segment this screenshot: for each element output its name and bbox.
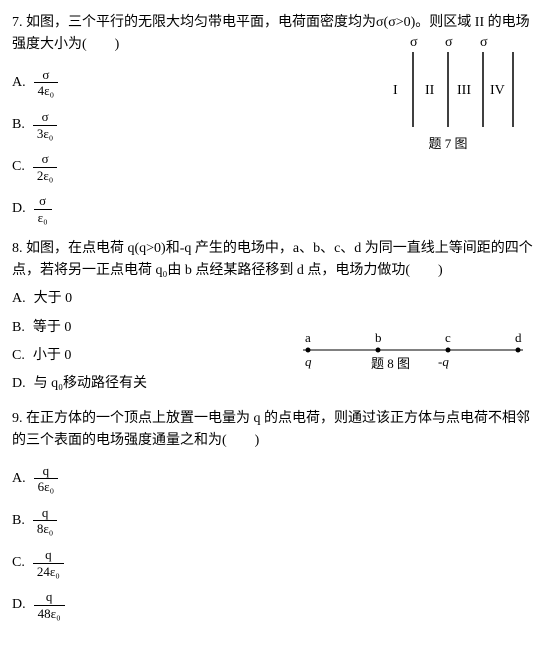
region-label: III (457, 83, 471, 98)
point-label: a (305, 330, 311, 345)
option-7c[interactable]: C. σ2ε₀ (12, 151, 543, 183)
question-9-options: A. q6ε₀ B. q8ε₀ C. q24ε₀ D. q48ε₀ (12, 463, 543, 622)
option-8a[interactable]: A.大于 0 (12, 288, 543, 310)
question-8-stem: 8. 如图，在点电荷 q(q>0)和-q 产生的电场中，a、b、c、d 为同一直… (12, 238, 543, 283)
fraction: q48ε₀ (34, 589, 65, 621)
sigma-label: σ (410, 35, 418, 50)
figure-8-svg: a b c d q -q 题 8 图 (293, 328, 533, 373)
fraction: σ3ε₀ (33, 109, 58, 141)
option-7d[interactable]: D. σε₀ (12, 193, 543, 225)
point-dot (446, 347, 451, 352)
option-text: 与 q₀移动路径有关 (34, 376, 147, 391)
fraction: σ4ε₀ (34, 67, 59, 99)
point-dot (306, 347, 311, 352)
charge-label: q (305, 354, 312, 369)
point-dot (376, 347, 381, 352)
fraction: q24ε₀ (33, 547, 64, 579)
option-9b[interactable]: B. q8ε₀ (12, 505, 543, 537)
figure-8-caption: 题 8 图 (371, 356, 410, 371)
sigma-label: σ (445, 35, 453, 50)
option-text: 等于 0 (33, 320, 72, 335)
charge-label: -q (438, 354, 449, 369)
fraction: σε₀ (34, 193, 52, 225)
fraction: σ2ε₀ (33, 151, 58, 183)
point-label: d (515, 330, 522, 345)
region-label: IV (490, 83, 505, 98)
point-label: b (375, 330, 382, 345)
fraction: q6ε₀ (34, 463, 59, 495)
question-9: 9. 在正方体的一个顶点上放置一电量为 q 的点电荷，则通过该正方体与点电荷不相… (12, 408, 543, 622)
option-label: C. (12, 156, 25, 178)
option-9c[interactable]: C. q24ε₀ (12, 547, 543, 579)
option-text: 小于 0 (33, 348, 72, 363)
sigma-label: σ (480, 35, 488, 50)
option-label: D. (12, 198, 26, 220)
point-label: c (445, 330, 451, 345)
question-8: 8. 如图，在点电荷 q(q>0)和-q 产生的电场中，a、b、c、d 为同一直… (12, 238, 543, 396)
figure-7: σ σ σ I II III IV 题 7 图 (373, 32, 523, 155)
option-label: A. (12, 72, 26, 94)
option-9d[interactable]: D. q48ε₀ (12, 589, 543, 621)
option-8d[interactable]: D.与 q₀移动路径有关 (12, 373, 543, 395)
region-label: I (393, 83, 398, 98)
option-label: B. (12, 114, 25, 136)
figure-7-svg: σ σ σ I II III IV (373, 32, 523, 132)
option-text: 大于 0 (34, 291, 73, 306)
question-7: 7. 如图，三个平行的无限大均匀带电平面，电荷面密度均为σ(σ>0)。则区域 I… (12, 12, 543, 226)
figure-8: a b c d q -q 题 8 图 (293, 328, 533, 373)
point-dot (516, 347, 521, 352)
option-9a[interactable]: A. q6ε₀ (12, 463, 543, 495)
region-label: II (425, 83, 435, 98)
figure-7-caption: 题 7 图 (373, 134, 523, 155)
question-9-stem: 9. 在正方体的一个顶点上放置一电量为 q 的点电荷，则通过该正方体与点电荷不相… (12, 408, 543, 453)
fraction: q8ε₀ (33, 505, 58, 537)
